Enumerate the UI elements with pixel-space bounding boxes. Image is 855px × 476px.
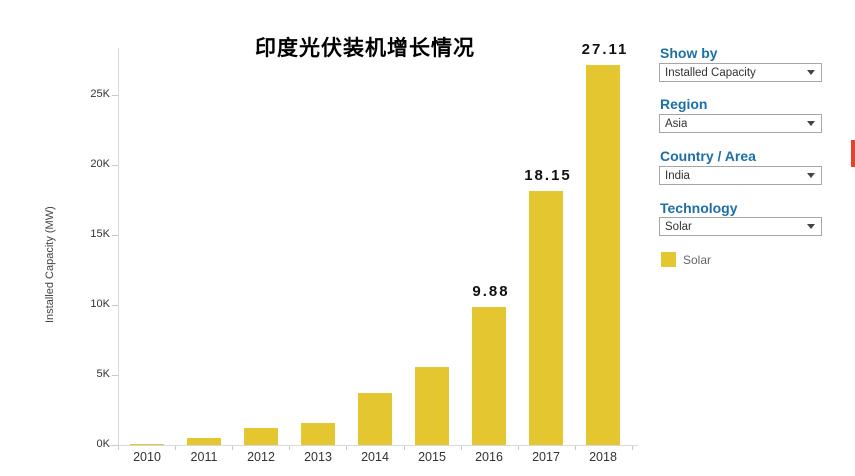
- y-axis-title: Installed Capacity (MW): [44, 206, 56, 324]
- x-tick-mark: [461, 446, 462, 450]
- chevron-down-icon: [807, 70, 815, 75]
- technology-label: Technology: [660, 200, 738, 216]
- x-tick-mark: [289, 446, 290, 450]
- bar-2013[interactable]: [301, 423, 335, 445]
- bar-value-label-2018: 27.11: [581, 41, 629, 58]
- region-dropdown[interactable]: Asia: [659, 114, 822, 133]
- x-axis-label-2014: 2014: [361, 450, 389, 464]
- x-axis-label-2017: 2017: [532, 450, 560, 464]
- y-tick-mark: [112, 165, 118, 166]
- technology-dropdown[interactable]: Solar: [659, 217, 822, 236]
- bar-2011[interactable]: [187, 438, 221, 445]
- y-axis-line: [118, 48, 119, 446]
- bar-2015[interactable]: [415, 367, 449, 445]
- chevron-down-icon: [807, 173, 815, 178]
- show-by-selected-value: Installed Capacity: [665, 66, 756, 79]
- x-tick-mark: [632, 446, 633, 450]
- show-by-dropdown[interactable]: Installed Capacity: [659, 63, 822, 82]
- y-tick-mark: [112, 95, 118, 96]
- y-tick-label-15K: 15K: [90, 228, 110, 240]
- bar-2018[interactable]: [586, 65, 620, 445]
- x-axis-label-2011: 2011: [190, 450, 218, 464]
- x-tick-mark: [575, 446, 576, 450]
- y-tick-mark: [112, 305, 118, 306]
- chevron-down-icon: [807, 224, 815, 229]
- chevron-down-icon: [807, 121, 815, 126]
- show-by-label: Show by: [660, 45, 718, 61]
- country-area-selected-value: India: [665, 169, 690, 182]
- x-tick-mark: [175, 446, 176, 450]
- red-edge-artifact: [851, 140, 855, 167]
- bar-2010[interactable]: [130, 444, 164, 445]
- region-selected-value: Asia: [665, 117, 688, 130]
- x-axis-label-2018: 2018: [589, 450, 617, 464]
- chart-title: 印度光伏装机增长情况: [255, 36, 475, 60]
- y-tick-label-0K: 0K: [96, 438, 110, 450]
- x-axis-label-2013: 2013: [304, 450, 332, 464]
- x-axis-label-2010: 2010: [133, 450, 161, 464]
- x-axis-label-2015: 2015: [418, 450, 446, 464]
- country-area-label: Country / Area: [660, 148, 756, 164]
- x-axis-label-2012: 2012: [247, 450, 275, 464]
- bar-value-label-2017: 18.15: [524, 167, 572, 184]
- legend-label-solar: Solar: [683, 253, 712, 267]
- y-tick-mark: [112, 235, 118, 236]
- x-axis-label-2016: 2016: [475, 450, 503, 464]
- y-tick-label-20K: 20K: [90, 158, 110, 170]
- y-tick-label-5K: 5K: [96, 368, 110, 380]
- y-tick-mark: [112, 445, 118, 446]
- bar-2014[interactable]: [358, 393, 392, 445]
- x-tick-mark: [346, 446, 347, 450]
- bar-value-label-2016: 9.88: [472, 283, 510, 300]
- y-tick-label-25K: 25K: [90, 88, 110, 100]
- bar-2012[interactable]: [244, 428, 278, 445]
- y-tick-label-10K: 10K: [90, 298, 110, 310]
- y-tick-mark: [112, 375, 118, 376]
- bar-2017[interactable]: [529, 191, 563, 445]
- technology-selected-value: Solar: [665, 220, 692, 233]
- legend-swatch-solar: [661, 252, 676, 267]
- x-tick-mark: [232, 446, 233, 450]
- bar-2016[interactable]: [472, 307, 506, 445]
- country-area-dropdown[interactable]: India: [659, 166, 822, 185]
- x-tick-mark: [518, 446, 519, 450]
- x-axis-line: [110, 445, 638, 446]
- x-tick-mark: [118, 446, 119, 450]
- x-tick-mark: [404, 446, 405, 450]
- region-label: Region: [660, 96, 708, 112]
